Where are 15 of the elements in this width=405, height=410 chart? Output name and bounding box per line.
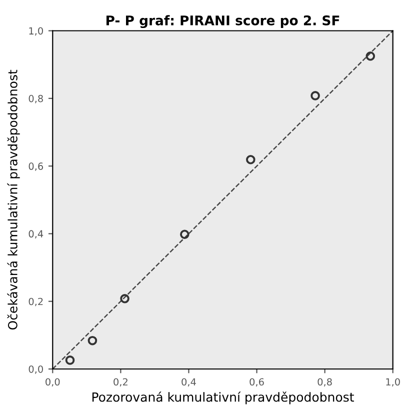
x-tick-label: 0,4 [182,378,196,387]
y-tick-label: 0,8 [28,94,43,104]
x-tick-label: 0,6 [250,378,264,387]
x-tick-label: 1,0 [386,378,400,387]
y-tick-label: 0,4 [28,230,44,239]
y-tick-label: 0,2 [28,298,43,306]
y-tick-label: 0,6 [28,162,44,171]
y-tick-label: 0,0 [28,365,43,374]
y-tick-label: 1,0 [29,27,43,36]
x-tick-label: 0,2 [114,378,128,387]
x-axis-title: Pozorovaná kumulativní pravděpodobnost [92,392,354,404]
x-tick-label: 0,8 [318,378,332,387]
x-tick-label: 0,0 [46,378,60,387]
y-axis-title: Očekávaná kumulativní pravděpodobnost [7,70,20,330]
chart-title: P- P graf: PIRANI score po 2. SF [106,15,340,28]
